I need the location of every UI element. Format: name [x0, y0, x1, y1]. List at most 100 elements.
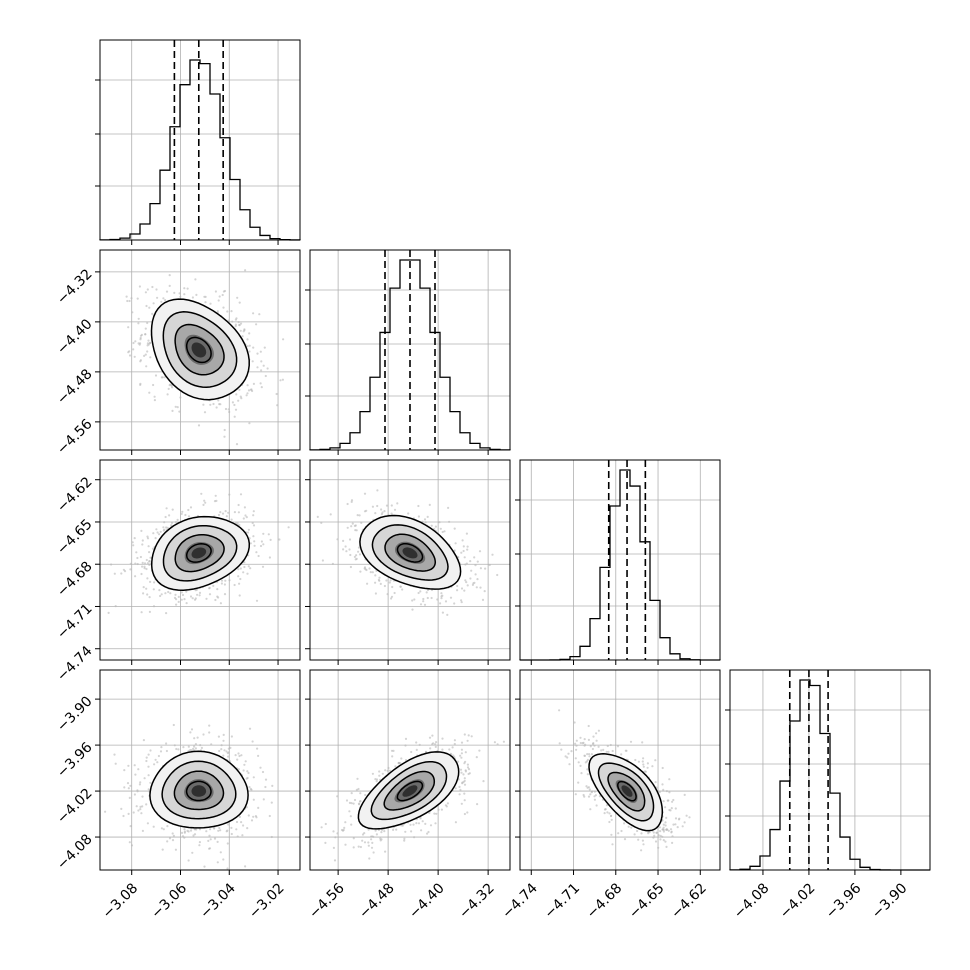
sample-point — [239, 493, 243, 496]
sample-point — [664, 824, 667, 827]
sample-point — [404, 744, 407, 747]
sample-point — [267, 533, 270, 536]
sample-point — [262, 543, 265, 546]
sample-point — [364, 568, 367, 571]
sample-point — [574, 742, 577, 745]
sample-point — [384, 769, 387, 772]
sample-point — [145, 558, 148, 562]
sample-point — [404, 830, 407, 833]
sample-point — [252, 776, 255, 779]
sample-point — [166, 840, 169, 843]
sample-point — [630, 826, 633, 829]
sample-point — [153, 581, 156, 584]
sample-point — [438, 521, 441, 524]
sample-point — [357, 550, 360, 553]
sample-point — [191, 296, 194, 299]
sample-point — [671, 800, 674, 803]
contour-line — [370, 760, 448, 821]
y-tick-label: −3.96 — [54, 739, 96, 781]
sample-point — [125, 295, 128, 298]
sample-point — [451, 746, 454, 749]
sample-point — [593, 798, 597, 801]
sample-point — [237, 321, 240, 324]
sample-point — [392, 749, 395, 753]
sample-point — [260, 540, 263, 543]
sample-point — [661, 828, 664, 831]
sample-point — [678, 817, 681, 820]
sample-point — [652, 831, 655, 834]
sample-point — [204, 301, 207, 304]
sample-point — [637, 760, 641, 763]
sample-point — [340, 828, 344, 832]
sample-point — [413, 598, 416, 601]
sample-point — [443, 530, 446, 533]
sample-point — [419, 603, 423, 606]
sample-point — [558, 709, 561, 712]
sample-point — [466, 548, 469, 551]
sample-point — [227, 823, 230, 826]
sample-point — [659, 830, 662, 833]
sample-point — [475, 586, 478, 589]
sample-point — [181, 835, 185, 838]
sample-point — [476, 803, 479, 806]
sample-point — [370, 835, 373, 838]
sample-point — [352, 802, 355, 805]
sample-point — [104, 810, 107, 813]
sample-point — [132, 544, 135, 547]
sample-point — [394, 765, 397, 768]
sample-point — [145, 759, 148, 763]
sample-point — [223, 428, 226, 432]
sample-point — [651, 765, 654, 768]
sample-point — [122, 814, 125, 818]
sample-point — [217, 299, 220, 302]
panel-frame — [309, 669, 511, 871]
sample-point — [567, 752, 570, 755]
sample-point — [657, 846, 660, 849]
sample-point — [193, 737, 196, 740]
sample-point — [558, 742, 561, 745]
sample-point — [466, 763, 469, 766]
sample-point — [168, 837, 172, 840]
sample-point — [198, 594, 201, 597]
sample-point — [461, 539, 464, 542]
sample-point — [194, 747, 197, 750]
x-tick-label: −3.90 — [869, 880, 911, 922]
sample-point — [320, 826, 323, 829]
contour-line — [162, 524, 238, 582]
sample-point — [189, 506, 193, 509]
sample-point — [354, 529, 357, 532]
sample-point — [463, 589, 466, 592]
sample-point — [198, 828, 202, 831]
sample-point — [220, 748, 223, 751]
sample-point — [127, 787, 130, 790]
x-axis-labels-4: −4.08 −4.02 −3.96 −3.90 — [731, 880, 911, 922]
sample-point — [213, 837, 217, 840]
sample-point — [644, 770, 648, 773]
sample-point — [129, 562, 132, 565]
sample-point — [162, 828, 165, 831]
sample-point — [128, 299, 131, 303]
sample-point — [123, 786, 126, 789]
sample-point — [624, 749, 627, 752]
sample-point — [386, 769, 389, 773]
sample-point — [141, 805, 144, 808]
sample-point — [582, 793, 585, 797]
sample-point — [174, 848, 177, 851]
sample-point — [141, 829, 144, 833]
sample-point — [428, 503, 431, 506]
sample-point — [191, 597, 194, 600]
sample-point — [208, 731, 211, 734]
sample-point — [400, 757, 403, 760]
sample-point — [237, 399, 240, 402]
sample-point — [471, 583, 474, 587]
sample-point — [223, 593, 227, 596]
sample-point — [152, 588, 155, 591]
sample-point — [350, 792, 353, 795]
sample-point — [133, 537, 136, 540]
sample-point — [237, 568, 240, 571]
sample-point — [202, 403, 205, 406]
sample-point — [375, 780, 378, 783]
sample-point — [332, 830, 335, 833]
scatter-panel-4-2 — [305, 669, 511, 875]
sample-point — [160, 827, 163, 830]
